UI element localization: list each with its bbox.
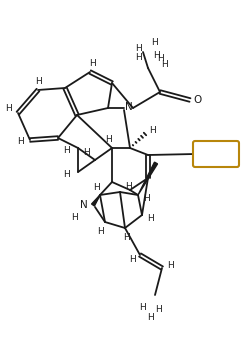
FancyBboxPatch shape (193, 141, 239, 167)
Text: H: H (161, 59, 167, 69)
Text: H: H (135, 52, 141, 61)
Text: H: H (149, 126, 155, 135)
Text: Abs: Abs (206, 149, 226, 159)
Text: H: H (93, 183, 99, 191)
Text: H: H (157, 53, 163, 62)
Text: H: H (71, 213, 77, 221)
Text: H: H (125, 181, 131, 190)
Text: H: H (139, 303, 145, 312)
Text: H: H (63, 169, 69, 178)
Text: H: H (90, 59, 96, 68)
Text: H: H (168, 260, 174, 269)
Text: O: O (194, 95, 202, 105)
Text: H: H (148, 214, 154, 223)
Polygon shape (138, 162, 158, 195)
Text: H: H (97, 227, 103, 236)
Text: H: H (6, 104, 12, 112)
Polygon shape (91, 195, 100, 206)
Text: H: H (124, 233, 130, 241)
Text: H: H (153, 50, 159, 59)
Text: H: H (84, 148, 90, 157)
Text: H: H (129, 255, 135, 264)
Text: H: H (36, 77, 42, 86)
Text: N: N (80, 200, 88, 210)
Text: H: H (64, 146, 70, 155)
Text: H: H (155, 305, 161, 314)
Text: H: H (143, 194, 149, 203)
Text: H: H (148, 313, 154, 322)
Text: H: H (152, 38, 158, 47)
Text: H: H (135, 43, 141, 52)
Text: N: N (125, 102, 133, 112)
Text: H: H (106, 135, 112, 144)
Text: H: H (17, 137, 23, 146)
